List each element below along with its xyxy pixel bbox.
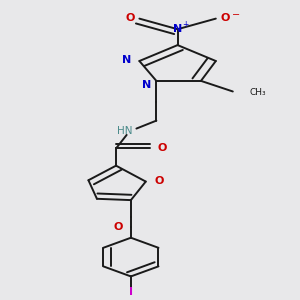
Text: O: O [157, 143, 167, 153]
Text: +: + [182, 20, 188, 29]
Text: −: − [232, 11, 240, 20]
Text: HN: HN [117, 126, 132, 136]
Text: N: N [142, 80, 152, 90]
Text: O: O [155, 176, 164, 186]
Text: CH₃: CH₃ [250, 88, 266, 97]
Text: N: N [122, 55, 131, 65]
Text: N: N [173, 24, 182, 34]
Text: O: O [125, 13, 135, 23]
Text: I: I [129, 287, 133, 297]
Text: O: O [220, 13, 230, 23]
Text: O: O [113, 222, 123, 232]
